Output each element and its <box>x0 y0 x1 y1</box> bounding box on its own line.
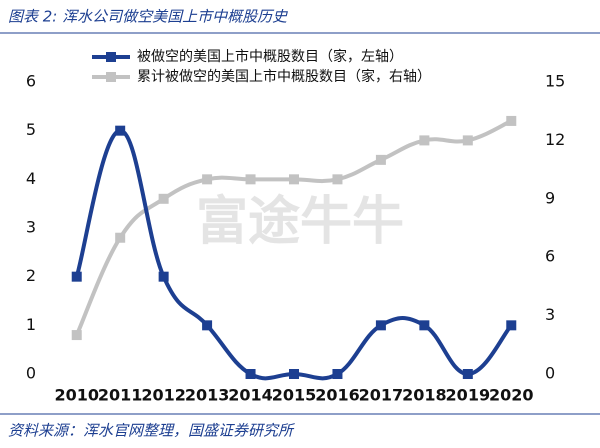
point <box>202 174 213 185</box>
x-tick-label: 2016 <box>315 386 360 405</box>
point <box>202 320 213 331</box>
point <box>289 174 299 185</box>
point <box>158 271 169 282</box>
point <box>375 154 386 165</box>
point <box>332 369 343 379</box>
point <box>158 193 169 204</box>
y2-tick-label: 12 <box>545 130 565 149</box>
point <box>462 369 473 379</box>
point <box>506 320 517 331</box>
x-tick-label: 2019 <box>446 386 491 405</box>
x-tick-label: 2017 <box>359 386 404 405</box>
y-tick-label: 0 <box>26 364 36 383</box>
y2-tick-label: 9 <box>545 188 555 207</box>
point <box>245 369 256 379</box>
point <box>115 125 126 136</box>
x-tick-label: 2015 <box>272 386 317 405</box>
y-tick-label: 5 <box>26 120 36 139</box>
y-tick-label: 6 <box>26 72 36 91</box>
point <box>71 271 82 282</box>
chart-title: 图表 2: 浑水公司做空美国上市中概股历史 <box>8 8 288 26</box>
point <box>71 330 82 341</box>
legend-entry: 被做空的美国上市中概股数目（家，左轴） <box>137 48 403 65</box>
point <box>462 135 473 146</box>
y-tick-label: 4 <box>26 169 36 188</box>
point <box>506 115 517 126</box>
point <box>115 232 126 243</box>
x-tick-label: 2020 <box>489 386 534 405</box>
y-tick-label: 1 <box>26 315 36 334</box>
y2-tick-label: 6 <box>545 247 555 266</box>
x-tick-label: 2018 <box>402 386 447 405</box>
point <box>289 369 299 379</box>
legend-marker <box>106 52 116 62</box>
legend-entry: 累计被做空的美国上市中概股数目（家，右轴） <box>137 68 431 85</box>
y2-tick-label: 3 <box>545 305 555 324</box>
point <box>332 174 343 185</box>
source: 资料来源：浑水官网整理，国盛证券研究所 <box>8 422 295 440</box>
x-tick-label: 2010 <box>54 386 99 405</box>
y-tick-label: 2 <box>26 266 36 285</box>
point <box>245 174 256 185</box>
x-tick-label: 2012 <box>141 386 186 405</box>
x-tick-label: 2011 <box>98 386 143 405</box>
point <box>375 320 386 331</box>
watermark: 富途牛牛 <box>196 192 404 252</box>
legend-marker <box>106 72 116 82</box>
y2-tick-label: 0 <box>545 364 555 383</box>
series-line <box>74 128 513 381</box>
x-tick-label: 2014 <box>228 386 273 405</box>
y2-tick-label: 15 <box>545 72 565 91</box>
x-tick-label: 2013 <box>185 386 230 405</box>
point <box>419 135 430 146</box>
point <box>419 320 430 331</box>
y-tick-label: 3 <box>26 218 36 237</box>
